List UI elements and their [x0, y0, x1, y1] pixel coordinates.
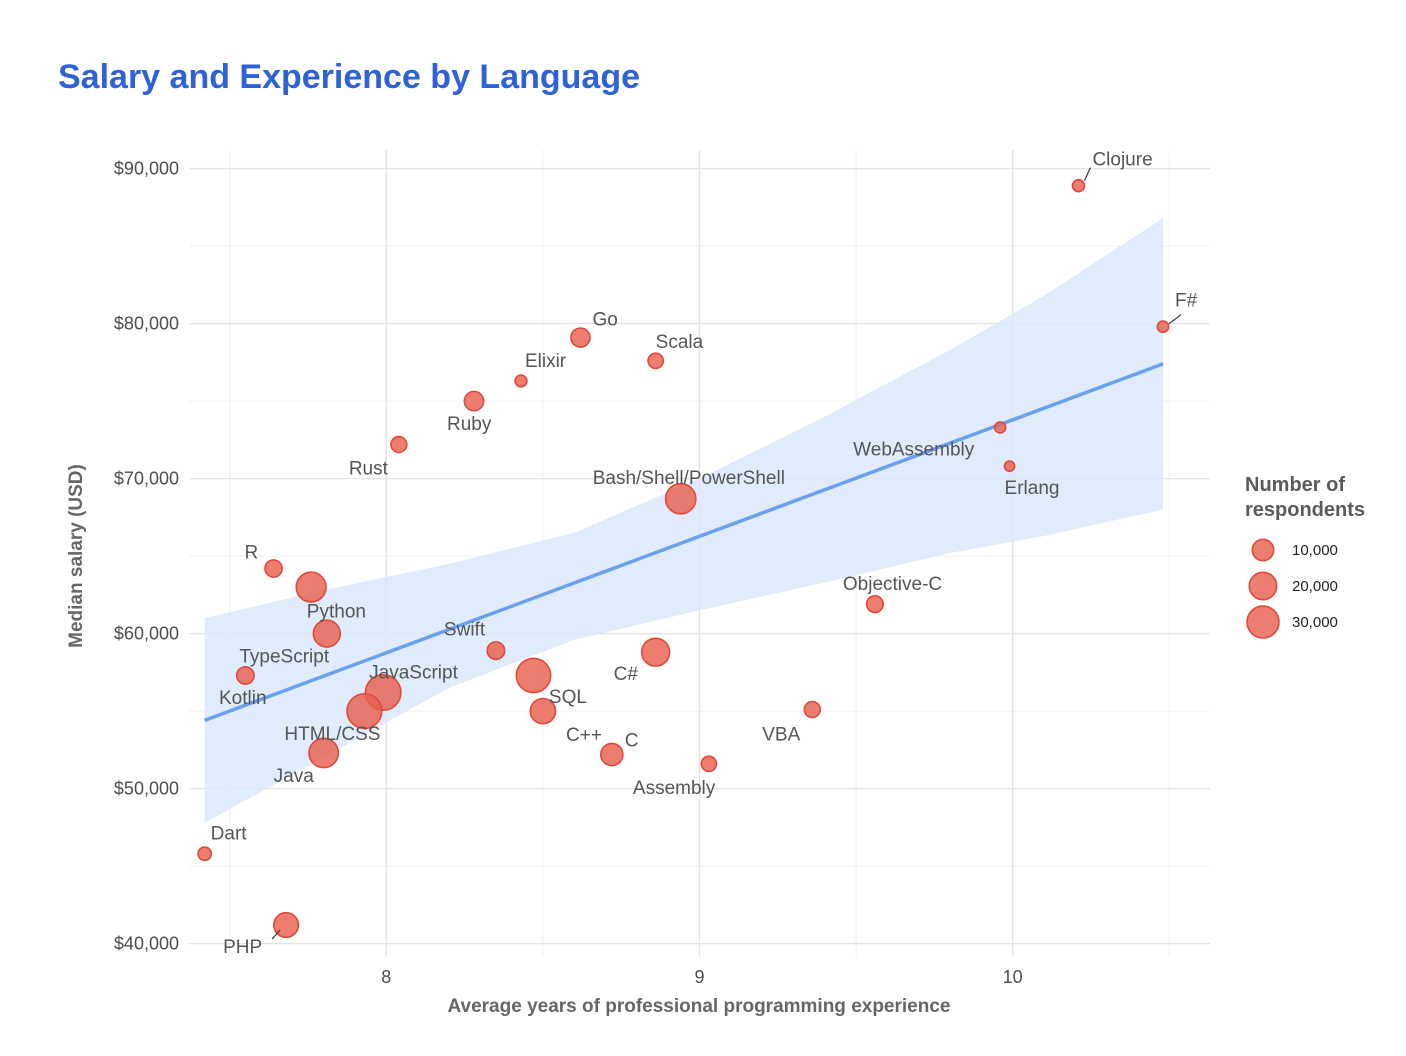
legend-swatch: [1248, 571, 1278, 601]
point-assembly: [700, 755, 718, 773]
point-erlang: [1003, 460, 1016, 473]
label-assembly: Assembly: [633, 778, 716, 799]
label-java: Java: [274, 766, 315, 787]
y-tick-label: $50,000: [114, 779, 179, 799]
chart-title: Salary and Experience by Language: [58, 58, 641, 96]
label-typescript: TypeScript: [239, 646, 329, 667]
label-webassembly: WebAssembly: [853, 439, 975, 460]
y-tick-label: $80,000: [114, 314, 179, 334]
point-labels-layer: Clojure F# Go Scala Elixir Ruby Rust WebAssembl…: [211, 150, 1198, 958]
y-tick-label: $70,000: [114, 469, 179, 489]
point-elixir: [514, 374, 528, 388]
point-c: [640, 637, 671, 667]
label-r: R: [245, 543, 259, 564]
label-cpp: C++: [566, 725, 602, 746]
label-dart: Dart: [211, 824, 248, 845]
y-axis-title: Median salary (USD): [66, 464, 87, 648]
legend-label: 30,000: [1292, 614, 1338, 631]
label-swift: Swift: [444, 620, 486, 641]
legend: Number of respondents 10,000 20,000 30,000: [1245, 474, 1365, 639]
point-webassembly: [993, 421, 1007, 434]
point-unlabeled: [295, 571, 327, 603]
point-java: [308, 737, 340, 769]
point-objective-c: [865, 595, 885, 614]
legend-title-line2: respondents: [1245, 499, 1365, 521]
leader-line-php: [271, 929, 281, 940]
point-dart: [197, 846, 213, 862]
label-javascript: JavaScript: [369, 663, 458, 684]
legend-swatch: [1251, 538, 1275, 562]
axis-layer: Average years of professional programmin…: [66, 464, 950, 1017]
point-typescript: [235, 665, 255, 685]
point-go: [570, 327, 591, 348]
leader-line-f-: [1168, 314, 1182, 325]
label-php: PHP: [223, 937, 262, 958]
point-html-css: [346, 692, 383, 730]
label-python: Python: [307, 602, 366, 623]
point-rust: [390, 435, 408, 454]
label-objective-c: Objective-C: [843, 574, 942, 595]
label-html-css: HTML/CSS: [284, 724, 380, 745]
x-axis-title: Average years of professional programmin…: [448, 996, 951, 1017]
x-tick-label: 10: [1003, 967, 1023, 987]
point-vba: [803, 700, 821, 719]
label-kotlin: Kotlin: [219, 688, 267, 709]
x-tick-label: 9: [694, 967, 704, 987]
point-bash-shell-powershell: [664, 482, 697, 515]
point-python: [312, 619, 342, 648]
y-tick-label: $40,000: [114, 934, 179, 954]
label-f: F#: [1175, 291, 1198, 312]
point-sql: [529, 697, 557, 725]
legend-swatch: [1246, 605, 1280, 639]
label-rust: Rust: [349, 459, 389, 480]
label-c: C#: [614, 664, 639, 685]
legend-title-line1: Number of: [1245, 474, 1345, 496]
y-tick-label: $60,000: [114, 624, 179, 644]
y-tick-label: $90,000: [114, 159, 179, 179]
label-ruby: Ruby: [447, 414, 492, 435]
point-unlabeled: [515, 657, 552, 694]
label-erlang: Erlang: [1005, 478, 1060, 499]
point-r: [264, 559, 283, 578]
label-scala: Scala: [656, 332, 704, 353]
label-bash-shell-powershell: Bash/Shell/PowerShell: [593, 468, 785, 489]
x-tick-label: 8: [381, 967, 391, 987]
label-elixir: Elixir: [525, 351, 567, 372]
point-scala: [647, 352, 665, 370]
legend-label: 20,000: [1292, 578, 1338, 595]
point-c: [599, 742, 624, 767]
point-swift: [486, 641, 506, 661]
point-clojure: [1071, 178, 1086, 193]
label-go: Go: [592, 310, 617, 331]
label-c: C: [625, 731, 639, 752]
point-ruby: [463, 390, 485, 412]
point-php: [272, 911, 300, 939]
label-sql: SQL: [549, 687, 587, 708]
legend-label: 10,000: [1292, 542, 1338, 559]
label-clojure: Clojure: [1092, 150, 1152, 171]
points-layer: [197, 178, 1170, 939]
leader-line-clojure: [1083, 167, 1092, 181]
trend-line: [204, 362, 1164, 723]
confidence-band: [204, 218, 1164, 823]
label-vba: VBA: [762, 725, 800, 746]
point-f: [1156, 320, 1170, 334]
